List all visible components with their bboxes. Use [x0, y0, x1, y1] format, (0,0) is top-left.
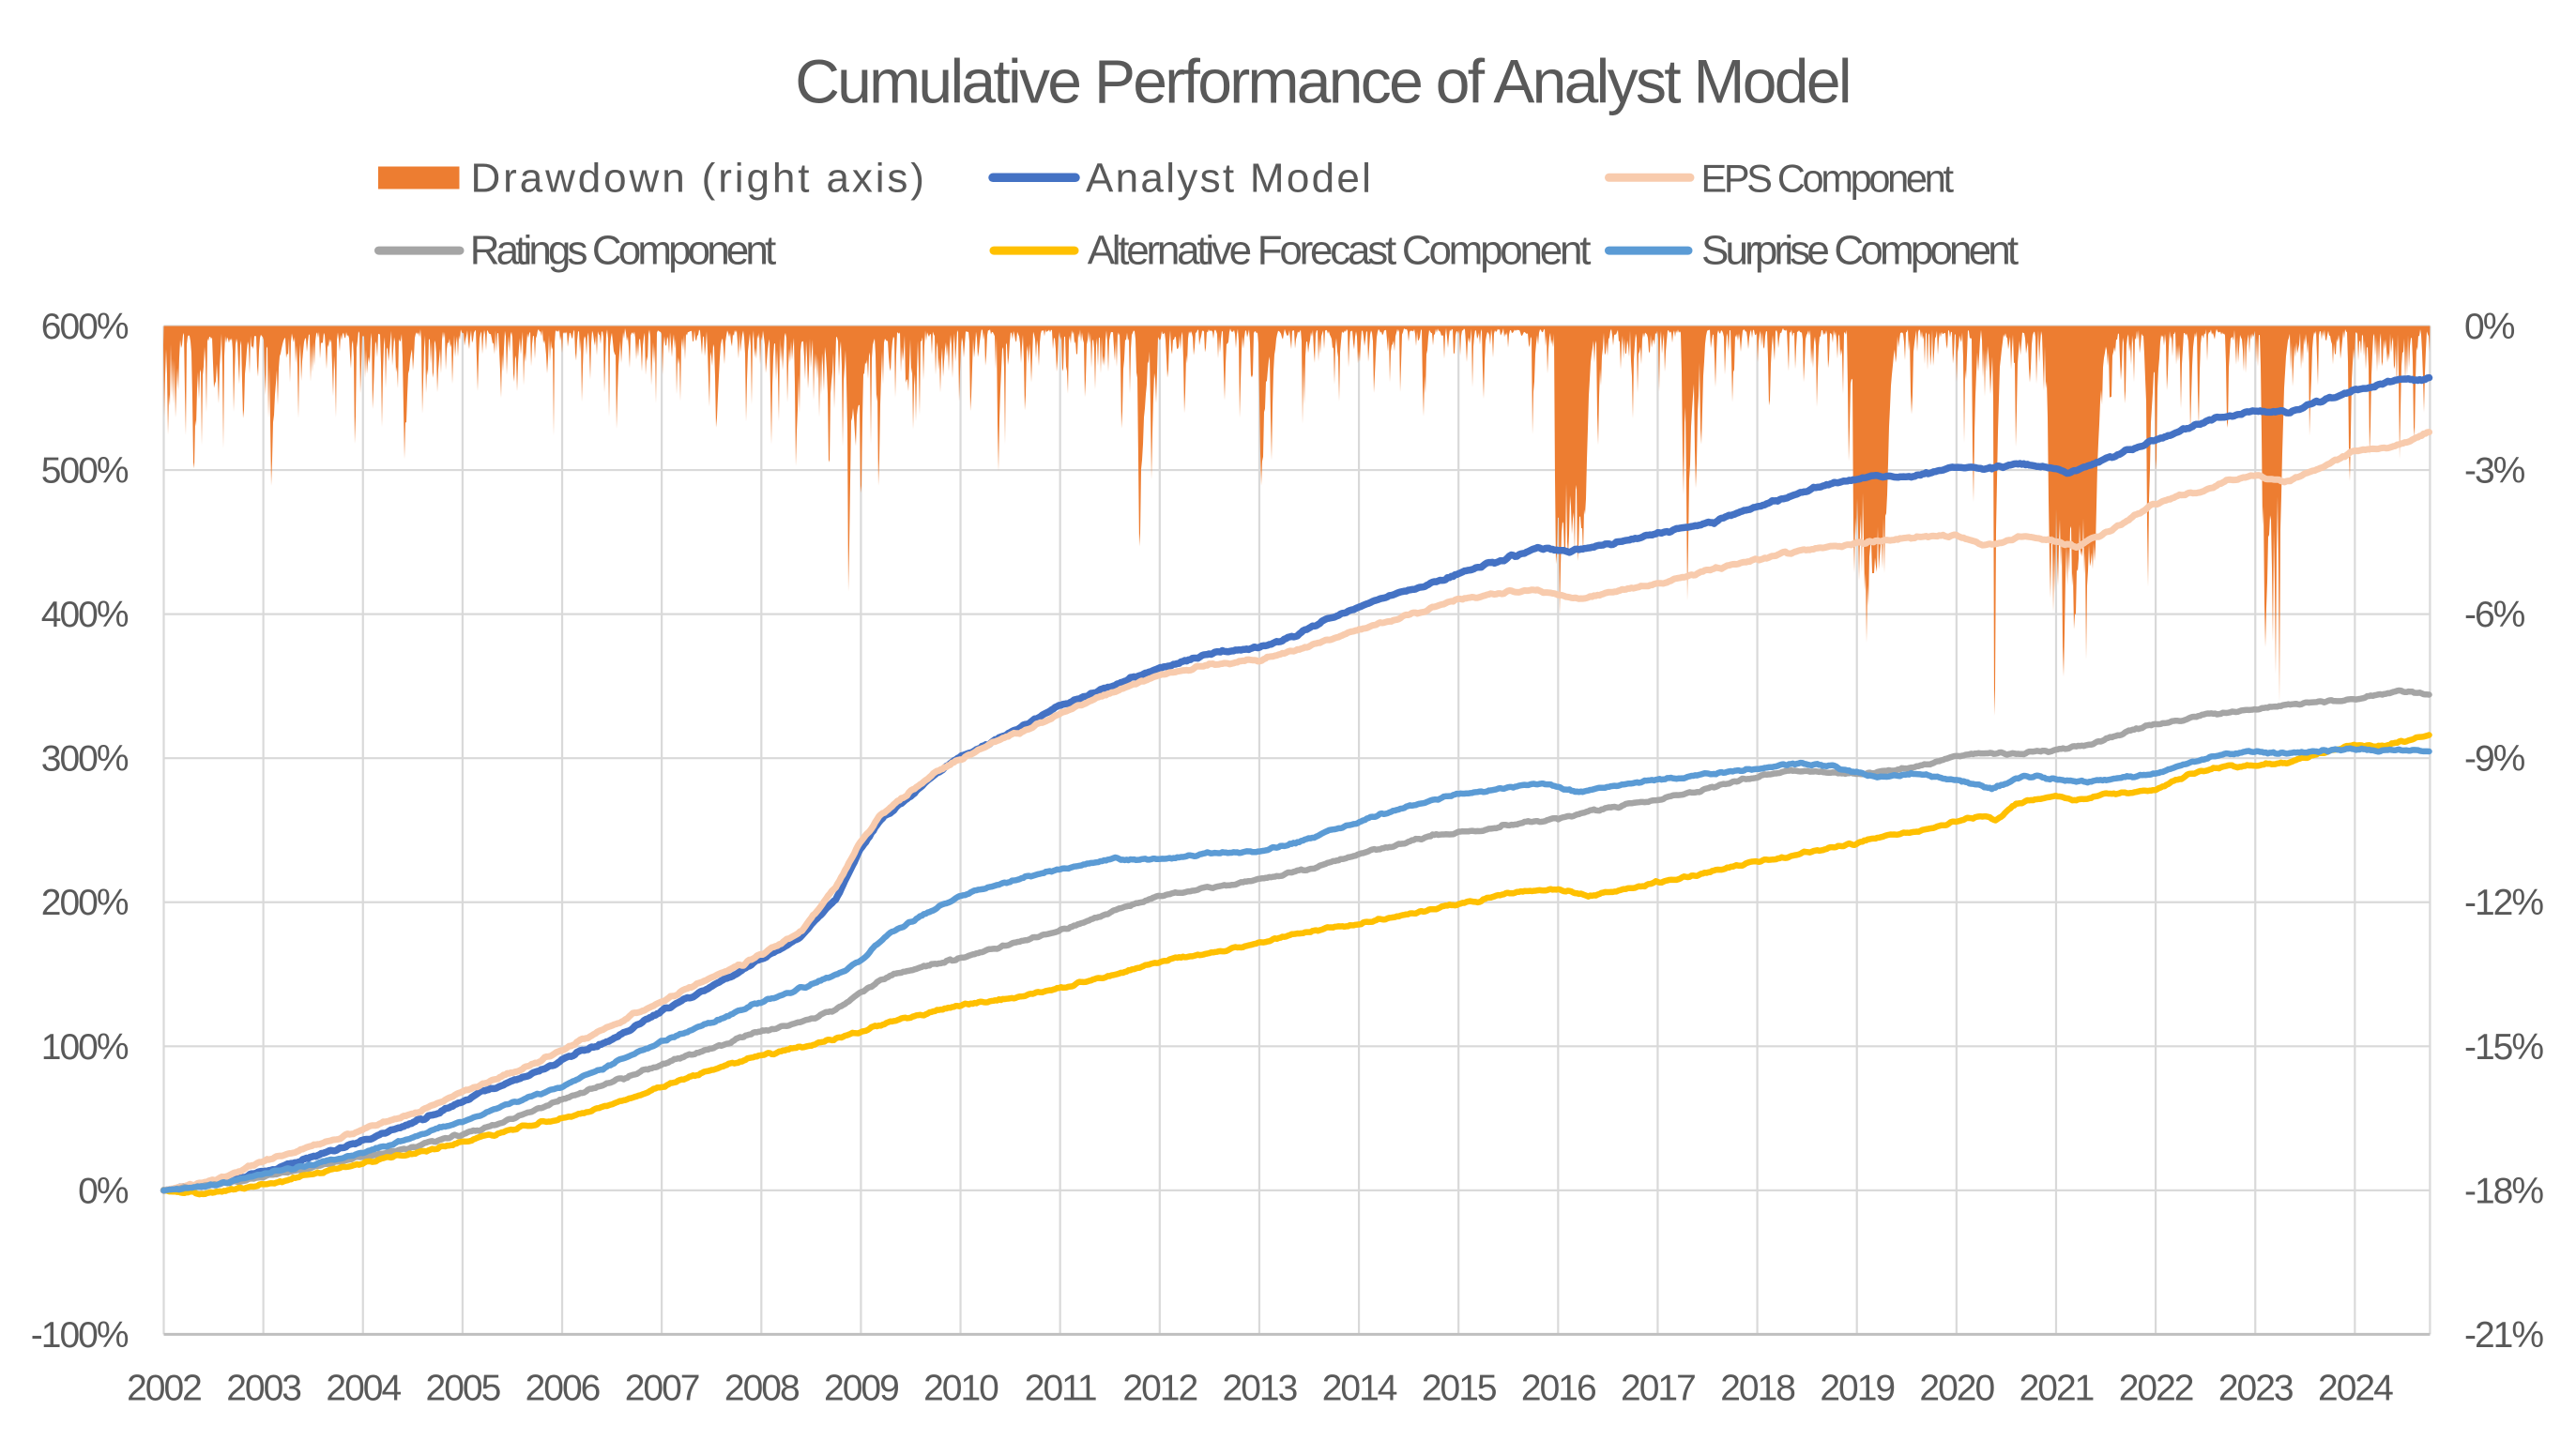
svg-text:-3%: -3% — [2464, 451, 2525, 492]
svg-text:2006: 2006 — [526, 1369, 600, 1409]
svg-text:-15%: -15% — [2464, 1027, 2543, 1068]
svg-text:300%: 300% — [41, 739, 129, 780]
svg-text:200%: 200% — [41, 883, 129, 923]
svg-text:2018: 2018 — [1720, 1369, 1794, 1409]
svg-text:Drawdown (right axis): Drawdown (right axis) — [471, 156, 927, 202]
svg-text:Cumulative Performance of Anal: Cumulative Performance of Analyst Model — [795, 47, 1850, 116]
svg-text:2019: 2019 — [1820, 1369, 1894, 1409]
svg-text:0%: 0% — [2464, 307, 2515, 347]
svg-text:-100%: -100% — [31, 1315, 129, 1356]
svg-text:100%: 100% — [41, 1027, 129, 1068]
svg-text:2024: 2024 — [2318, 1369, 2393, 1409]
svg-text:Ratings Component: Ratings Component — [470, 228, 776, 274]
svg-text:EPS Component: EPS Component — [1701, 157, 1955, 201]
svg-text:2012: 2012 — [1122, 1369, 1197, 1409]
svg-text:-12%: -12% — [2464, 883, 2543, 923]
svg-text:2023: 2023 — [2218, 1369, 2293, 1409]
svg-text:Alternative Forecast Component: Alternative Forecast Component — [1088, 228, 1592, 274]
svg-text:2007: 2007 — [625, 1369, 699, 1409]
svg-text:-21%: -21% — [2464, 1315, 2543, 1356]
svg-text:2021: 2021 — [2020, 1369, 2094, 1409]
svg-text:Analyst Model: Analyst Model — [1086, 156, 1373, 202]
svg-text:2014: 2014 — [1322, 1369, 1397, 1409]
svg-text:-6%: -6% — [2464, 595, 2525, 635]
svg-text:2017: 2017 — [1621, 1369, 1695, 1409]
svg-text:2003: 2003 — [226, 1369, 300, 1409]
svg-text:2002: 2002 — [127, 1369, 201, 1409]
svg-text:400%: 400% — [41, 595, 129, 635]
svg-text:Surprise Component: Surprise Component — [1701, 228, 2019, 274]
svg-text:2010: 2010 — [923, 1369, 998, 1409]
svg-text:2016: 2016 — [1521, 1369, 1595, 1409]
svg-text:0%: 0% — [78, 1171, 129, 1211]
svg-text:-18%: -18% — [2464, 1171, 2543, 1211]
svg-text:2009: 2009 — [824, 1369, 898, 1409]
svg-text:2008: 2008 — [724, 1369, 799, 1409]
svg-text:600%: 600% — [41, 307, 129, 347]
svg-text:2015: 2015 — [1422, 1369, 1497, 1409]
svg-text:2013: 2013 — [1223, 1369, 1297, 1409]
svg-text:2005: 2005 — [426, 1369, 501, 1409]
svg-text:500%: 500% — [41, 451, 129, 492]
svg-text:2004: 2004 — [326, 1369, 401, 1409]
svg-text:-9%: -9% — [2464, 739, 2525, 780]
svg-text:2020: 2020 — [1919, 1369, 1994, 1409]
svg-text:2022: 2022 — [2119, 1369, 2193, 1409]
svg-text:2011: 2011 — [1025, 1369, 1096, 1409]
